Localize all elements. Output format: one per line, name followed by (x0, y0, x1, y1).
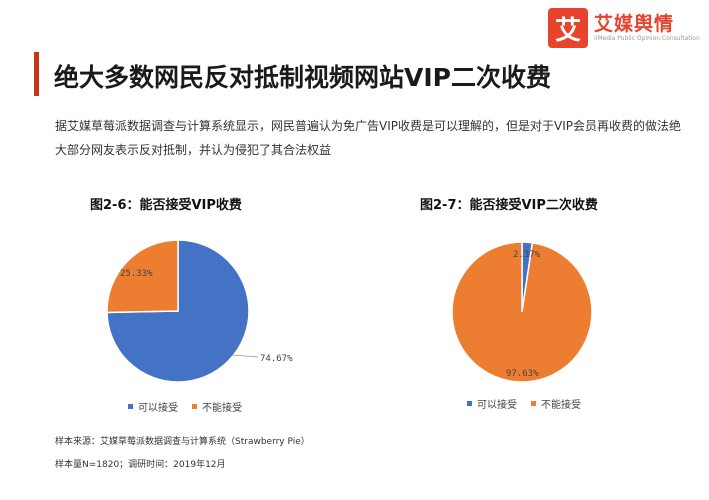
legend-label-accept: 可以接受 (138, 403, 178, 414)
title-accent-bar (34, 52, 39, 96)
page-title: 绝大多数网民反对抵制视频网站VIP二次收费 (54, 63, 551, 92)
data-label-reject: 97.63% (506, 369, 539, 379)
chart2-legend: 可以接受 不能接受 (467, 396, 595, 411)
chart1-legend: 可以接受 不能接受 (128, 399, 256, 414)
data-label-leader (231, 354, 259, 358)
brand-name: 艾媒舆情 (594, 13, 675, 35)
legend-swatch-accept (467, 401, 472, 406)
legend-item-reject: 不能接受 (192, 399, 242, 414)
chart1-title: 图2-6：能否接受VIP收费 (90, 198, 242, 213)
brand-logo-mark: 艾 (548, 8, 588, 48)
description-text: 据艾媒草莓派数据调查与计算系统显示，网民普遍认为免广告VIP收费是可以理解的，但… (55, 119, 681, 157)
legend-label-accept: 可以接受 (477, 400, 517, 411)
pie-chart-vip-fee: 74.67% 25.33% (106, 239, 293, 383)
data-label-accept: 2.37% (513, 250, 541, 260)
brand-logo-text: 艾媒舆情 iiMedia Public Opinion Consultation (594, 13, 700, 43)
pie-slice-reject (451, 241, 593, 383)
pie-chart-vip-second-fee: 2.37% 97.63% (451, 241, 593, 383)
legend-item-accept: 可以接受 (467, 396, 517, 411)
legend-swatch-reject (531, 401, 536, 406)
legend-swatch-accept (128, 404, 133, 409)
footer-source: 样本来源：艾媒草莓派数据调查与计算系统（Strawberry Pie） (55, 437, 310, 447)
legend-item-reject: 不能接受 (531, 396, 581, 411)
legend-item-accept: 可以接受 (128, 399, 178, 414)
legend-label-reject: 不能接受 (541, 400, 581, 411)
data-label-accept: 74.67% (260, 354, 293, 364)
legend-swatch-reject (192, 404, 197, 409)
legend-label-reject: 不能接受 (202, 403, 242, 414)
brand-logo: 艾 艾媒舆情 iiMedia Public Opinion Consultati… (548, 8, 700, 48)
chart2-title: 图2-7：能否接受VIP二次收费 (420, 198, 598, 213)
footer-sample: 样本量N=1820；调研时间：2019年12月 (55, 460, 226, 470)
pie-slice-reject (106, 239, 179, 314)
data-label-reject: 25.33% (120, 269, 153, 279)
brand-subtitle: iiMedia Public Opinion Consultation (594, 35, 700, 42)
